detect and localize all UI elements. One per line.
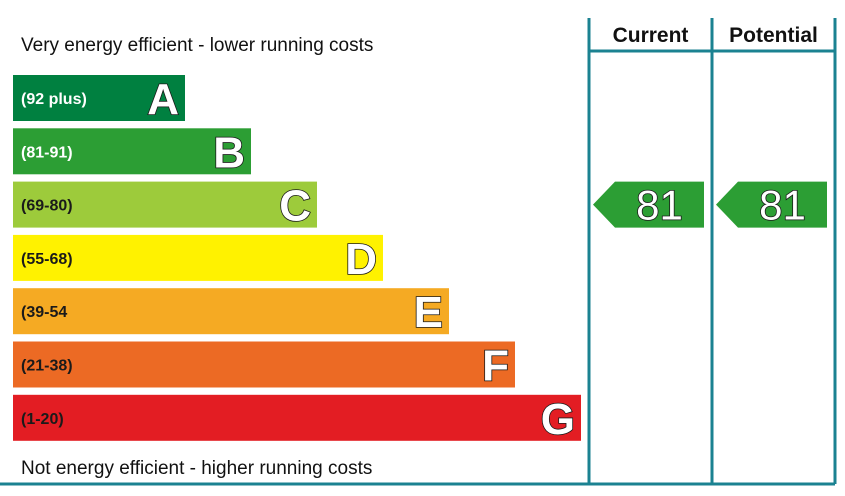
band-e: (39-54 E <box>13 287 449 338</box>
band-bar <box>13 341 515 388</box>
band-range-label: (55-68) <box>21 251 73 268</box>
band-bar <box>13 234 383 281</box>
score-arrow <box>716 181 827 228</box>
band-a: (92 plus) A <box>13 74 185 125</box>
band-letter: E <box>414 288 443 337</box>
band-letter: B <box>213 128 245 177</box>
band-bar <box>13 128 251 175</box>
column-header: Current <box>613 24 689 47</box>
score-columns-frame <box>0 18 837 486</box>
score-value: 81 <box>636 182 683 229</box>
band-letter: G <box>541 395 575 444</box>
band-range-label: (1-20) <box>21 411 64 428</box>
band-range-label: (69-80) <box>21 198 73 215</box>
band-bar <box>13 75 185 121</box>
band-letter: C <box>279 182 311 231</box>
band-range-label: (92 plus) <box>21 91 87 108</box>
score-value: 81 <box>759 182 806 229</box>
band-f: (21-38) F <box>13 341 515 391</box>
top-caption: Very energy efficient - lower running co… <box>21 35 373 56</box>
column-current: Current 81 <box>593 24 704 229</box>
band-g: (1-20) G <box>13 394 581 445</box>
band-range-label: (81-91) <box>21 144 73 161</box>
band-bar <box>13 394 581 441</box>
band-letter: A <box>147 75 179 124</box>
column-potential: Potential 81 <box>716 24 827 229</box>
band-letter: F <box>482 342 509 391</box>
column-header: Potential <box>729 24 818 47</box>
band-c: (69-80) C <box>13 181 317 231</box>
band-bar <box>13 288 449 335</box>
band-bar <box>13 181 317 228</box>
score-arrow <box>593 181 704 228</box>
bottom-caption: Not energy efficient - higher running co… <box>21 458 372 479</box>
band-d: (55-68) D <box>13 234 383 285</box>
band-b: (81-91) B <box>13 128 251 178</box>
rating-bands: (92 plus) A(81-91) B(69-80) C(55-68) D(39-54… <box>13 74 581 445</box>
score-columns: Current 81 Potential 81 <box>593 24 827 229</box>
band-letter: D <box>345 235 377 284</box>
band-range-label: (21-38) <box>21 358 73 375</box>
band-range-label: (39-54 <box>21 304 67 321</box>
